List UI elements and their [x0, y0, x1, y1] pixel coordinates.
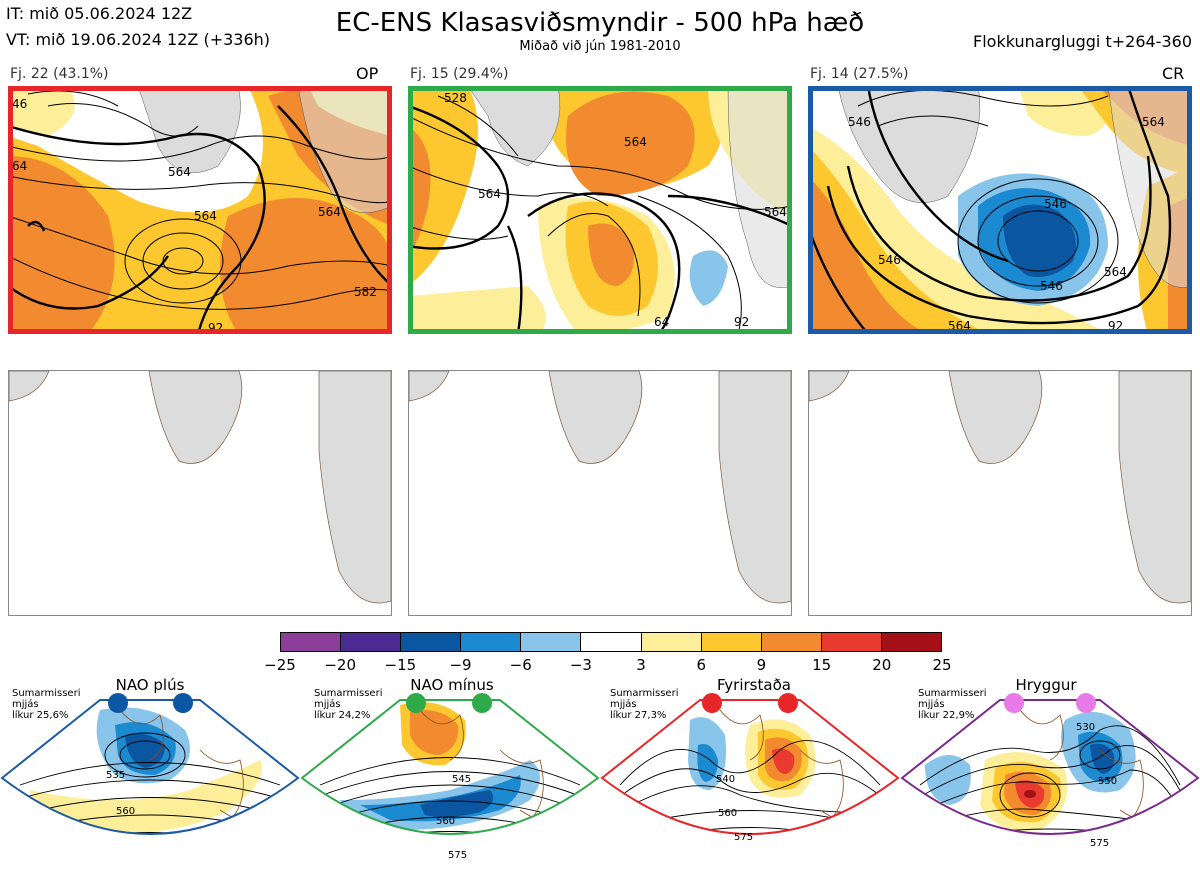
- colorbar-tick-label: 15: [812, 656, 832, 674]
- cluster-3-label: Fj. 14 (27.5%): [810, 66, 909, 82]
- colorbar-bin: [341, 633, 402, 651]
- cluster-1-label: Fj. 22 (43.1%): [10, 66, 109, 82]
- regime-1-contour-label: 560: [116, 806, 135, 817]
- cluster-3-contour-label: 546: [878, 253, 901, 267]
- cluster-1-contour-label: 582: [354, 285, 377, 299]
- cluster-3-contour-label: 546: [1040, 279, 1063, 293]
- regime-2-contour-label: 560: [436, 816, 455, 827]
- cluster-2-contour-label: 564: [478, 187, 501, 201]
- colorbar-bin: [401, 633, 462, 651]
- cluster-1-contour-label: 46: [12, 97, 27, 111]
- regime-3-note: Sumarmisseri mjjás líkur 27,3%: [610, 688, 679, 721]
- empty-map-2: [408, 370, 792, 616]
- regime-3-contour-label: 540: [716, 774, 735, 785]
- regime-1-dot: [108, 693, 128, 713]
- cluster-3-map: 546 546 546 564 564 564 546 92: [808, 86, 1192, 334]
- regime-2-note: Sumarmisseri mjjás líkur 24,2%: [314, 688, 383, 721]
- regime-1-map: 535 560: [0, 693, 300, 835]
- colorbar-bin: [581, 633, 642, 651]
- regime-2-dot: [406, 693, 426, 713]
- regime-4-contour-label: 550: [1098, 776, 1117, 787]
- cluster-2-label: Fj. 15 (29.4%): [410, 66, 509, 82]
- cluster-2-map: 528 564 564 564 64 92: [408, 86, 792, 334]
- colorbar-tick-label: −3: [569, 656, 592, 674]
- regime-1-contour-label: 535: [106, 770, 125, 781]
- cluster-3-contour-label: 564: [1142, 115, 1165, 129]
- colorbar-tick-label: −15: [384, 656, 417, 674]
- cluster-1-map: 564 564 564 582 92 46 64: [8, 86, 392, 334]
- classification-window: Flokkunargluggi t+264-360: [973, 32, 1192, 51]
- regime-3-dot: [778, 693, 798, 713]
- colorbar-bin: [701, 633, 762, 651]
- empty-map-3: [808, 370, 1192, 616]
- regime-1-dot: [173, 693, 193, 713]
- colorbar-bin: [821, 633, 882, 651]
- regime-4-contour-label: 575: [1090, 838, 1109, 849]
- regime-4-dot: [1076, 693, 1096, 713]
- colorbar-bin: [761, 633, 822, 651]
- cluster-2-contour-label: 92: [734, 315, 749, 329]
- empty-map-1: [8, 370, 392, 616]
- cluster-3-contour-label: 546: [848, 115, 871, 129]
- cluster-2-contour-label: 528: [444, 91, 467, 105]
- regime-3-contour-label: 575: [734, 832, 753, 843]
- cluster-2-contour-label: 564: [624, 135, 647, 149]
- regime-2-title: NAO mínus: [410, 676, 494, 694]
- cluster-2-contour-label: 64: [654, 315, 669, 329]
- colorbar-tick-label: 25: [932, 656, 952, 674]
- regime-2-contour-label: 545: [452, 774, 471, 785]
- regime-4-note: Sumarmisseri mjjás líkur 22,9%: [918, 688, 987, 721]
- colorbar-tick-label: 20: [872, 656, 892, 674]
- colorbar-bin: [281, 633, 342, 651]
- cluster-2-contour-label: 564: [764, 205, 787, 219]
- cluster-3-tag: CR: [1162, 64, 1185, 83]
- cluster-2-border: [408, 86, 792, 334]
- cluster-1-border: [8, 86, 392, 334]
- regime-4-contour-label: 530: [1076, 722, 1095, 733]
- cluster-3-contour-label: 546: [1044, 197, 1067, 211]
- regime-4-title: Hryggur: [1015, 676, 1077, 694]
- colorbar-bin: [881, 633, 942, 651]
- cluster-1-contour-label: 564: [318, 205, 341, 219]
- colorbar-bin: [521, 633, 582, 651]
- cluster-1-contour-label: 564: [194, 209, 217, 223]
- regime-3-title: Fyrirstaða: [717, 676, 791, 694]
- regime-2-map: 545 560 575: [300, 693, 600, 861]
- colorbar-tick-label: −25: [264, 656, 296, 674]
- page-title: EC-ENS Klasasviðsmyndir - 500 hPa hæð: [335, 8, 865, 38]
- regime-2-contour-label: 575: [448, 850, 467, 861]
- initial-time: IT: mið 05.06.2024 12Z: [6, 4, 193, 23]
- cluster-3-border: [808, 86, 1192, 334]
- colorbar-tick-label: 3: [636, 656, 646, 674]
- regime-2-dot: [472, 693, 492, 713]
- colorbar-tick-label: −6: [509, 656, 532, 674]
- valid-time: VT: mið 19.06.2024 12Z (+336h): [6, 30, 271, 49]
- regime-4-dot: [1004, 693, 1024, 713]
- cluster-1-tag: OP: [356, 64, 379, 83]
- regime-1-note: Sumarmisseri mjjás líkur 25,6%: [12, 688, 81, 721]
- regime-3-map: 540 560 575: [600, 693, 900, 843]
- colorbar-tick-label: −9: [449, 656, 472, 674]
- cluster-1-contour-label: 64: [12, 159, 27, 173]
- regime-4-map: 530 550 575: [900, 693, 1200, 849]
- regime-3-contour-label: 560: [718, 808, 737, 819]
- colorbar-tick-label: −20: [324, 656, 356, 674]
- regime-3-dot: [702, 693, 722, 713]
- cluster-3-contour-label: 564: [1104, 265, 1127, 279]
- colorbar-tick-label: 6: [696, 656, 707, 674]
- colorbar-bin: [461, 633, 522, 651]
- colorbar-bin: [641, 633, 702, 651]
- regime-1-title: NAO plús: [115, 676, 185, 694]
- cluster-1-contour-label: 564: [168, 165, 191, 179]
- colorbar-tick-label: 9: [756, 656, 767, 674]
- page-subtitle: Miðað við jún 1981-2010: [519, 39, 681, 54]
- colorbar: [280, 632, 942, 652]
